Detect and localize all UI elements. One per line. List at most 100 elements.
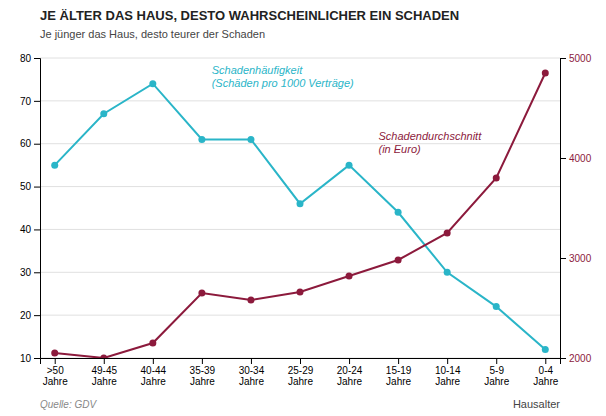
tick-mark [251, 358, 252, 364]
point [542, 346, 549, 353]
tick: 30 [20, 267, 40, 278]
x-axis-title: Hausalter [513, 398, 560, 410]
tick-mark [560, 158, 566, 159]
tick-label: 20 [20, 310, 32, 321]
tick-mark [34, 229, 40, 230]
grid-line [40, 315, 560, 316]
point [395, 209, 402, 216]
text-line: 5-9 [489, 365, 504, 376]
point [346, 162, 353, 169]
tick-label: 40 [20, 224, 32, 235]
grid-line [40, 272, 560, 273]
tick: 0-4Jahre [533, 358, 558, 387]
tick: 2000 [560, 353, 592, 364]
text-line: 35-39 [190, 365, 216, 376]
tick-mark [496, 358, 497, 364]
point [444, 230, 451, 237]
point [100, 355, 107, 359]
text-line: 49-45 [91, 365, 117, 376]
point [297, 289, 304, 296]
tick-label: 30-34Jahre [239, 365, 265, 387]
tick-label: 15-19Jahre [386, 365, 412, 387]
text-line: Jahre [239, 376, 264, 387]
text-line: (in Euro) [378, 143, 421, 155]
tick: 10 [20, 353, 40, 364]
tick: 60 [20, 138, 40, 149]
tick-mark [34, 58, 40, 59]
tick-mark [560, 258, 566, 259]
line [55, 84, 546, 350]
text-line: 30-34 [239, 365, 265, 376]
axis-line [41, 359, 561, 365]
text-line: 10-14 [435, 365, 461, 376]
tick-mark [34, 358, 40, 359]
tick: 15-19Jahre [386, 358, 412, 387]
source: Quelle: GDV [40, 399, 97, 410]
tick-label: >50Jahre [43, 365, 68, 387]
grid [40, 58, 560, 358]
marks [51, 70, 549, 359]
text-line: Jahre [337, 376, 362, 387]
point [149, 340, 156, 347]
point [51, 350, 58, 357]
point [100, 110, 107, 117]
subtitle: Je jünger das Haus, desto teurer der Sch… [40, 28, 265, 40]
tick: 80 [20, 53, 40, 64]
tick-mark [34, 315, 40, 316]
text-line: 20-24 [337, 365, 363, 376]
point [198, 136, 205, 143]
axis-line [34, 59, 41, 359]
text-line: Jahre [435, 376, 460, 387]
point [149, 80, 156, 87]
tick-mark [153, 358, 154, 364]
text-line: 40-44 [141, 365, 167, 376]
grid-line [40, 186, 560, 187]
tick-mark [55, 358, 56, 364]
point [51, 162, 58, 169]
title: JE ÄLTER DAS HAUS, DESTO WAHRSCHEINLICHE… [40, 8, 459, 23]
text-line: Jahre [190, 376, 215, 387]
plot: 10203040506070802000300040005000>50Jahre… [20, 53, 592, 387]
tick-label: 60 [20, 138, 32, 149]
point [542, 70, 549, 77]
point [493, 303, 500, 310]
tick: 35-39Jahre [190, 358, 216, 387]
tick-label: 5-9Jahre [484, 365, 509, 387]
tick-label: 50 [20, 181, 32, 192]
tick-mark [398, 358, 399, 364]
tick: 30-34Jahre [239, 358, 265, 387]
point [247, 136, 254, 143]
tick: 50 [20, 181, 40, 192]
tick: 25-29Jahre [288, 358, 314, 387]
tick-mark [34, 144, 40, 145]
tick-label: 80 [20, 53, 32, 64]
tick-label: 0-4Jahre [533, 365, 558, 387]
tick-label: 30 [20, 267, 32, 278]
text-line: >50 [47, 365, 64, 376]
text-line: 15-19 [386, 365, 412, 376]
tick-label: 10-14Jahre [435, 365, 461, 387]
text-line: Jahre [288, 376, 313, 387]
tick-label: 35-39Jahre [190, 365, 216, 387]
text-line: 25-29 [288, 365, 314, 376]
tick-label: 3000 [569, 253, 592, 264]
point [395, 257, 402, 264]
tick: 70 [20, 96, 40, 107]
chart: JE ÄLTER DAS HAUS, DESTO WAHRSCHEINLICHE… [0, 0, 606, 416]
tick: 10-14Jahre [435, 358, 461, 387]
tick: 49-45Jahre [91, 358, 117, 387]
text-line: Jahre [484, 376, 509, 387]
tick-mark [34, 187, 40, 188]
line [55, 73, 546, 358]
axis-line [561, 59, 567, 359]
grid-line [40, 58, 560, 59]
series-label: Schadenhäufigkeit(Schäden pro 1000 Vertr… [212, 64, 354, 89]
tick-label: 70 [20, 96, 32, 107]
tick-label: 4000 [569, 153, 592, 164]
grid-line [40, 143, 560, 144]
tick-mark [545, 358, 546, 364]
tick-mark [300, 358, 301, 364]
point [346, 273, 353, 280]
tick-label: 20-24Jahre [337, 365, 363, 387]
tick-label: 49-45Jahre [91, 365, 117, 387]
